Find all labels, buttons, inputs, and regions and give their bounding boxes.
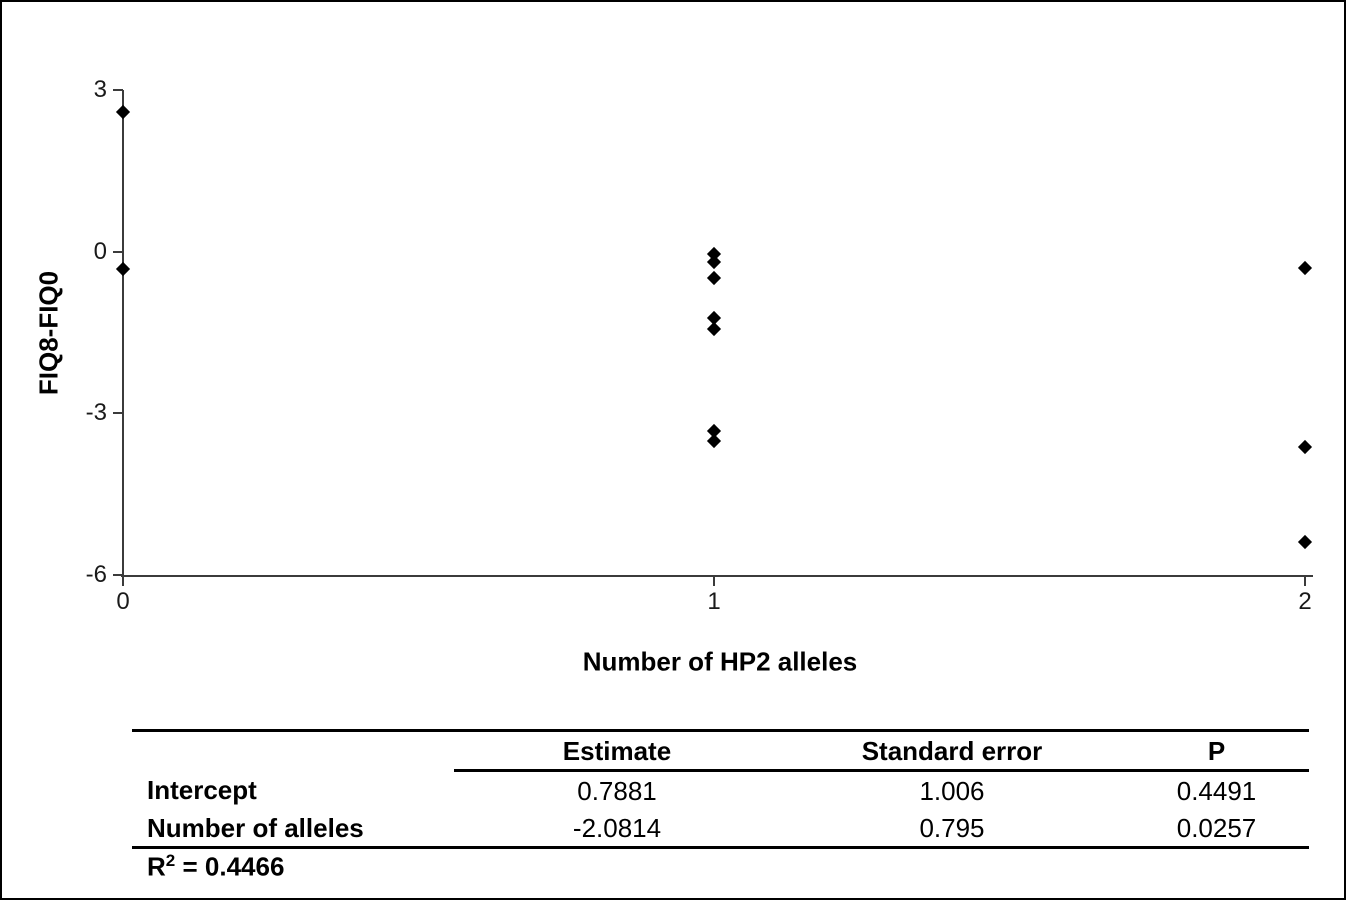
data-point — [706, 321, 722, 336]
y-axis-line — [122, 90, 124, 577]
intercept-p: 0.4491 — [1176, 775, 1257, 806]
intercept-estimate: 0.7881 — [577, 775, 657, 806]
alleles-estimate: -2.0814 — [454, 809, 780, 849]
data-point — [706, 270, 722, 285]
data-point — [1297, 260, 1313, 275]
data-point — [706, 434, 722, 449]
x-tick-mark — [713, 577, 715, 586]
y-tick-mark — [113, 412, 123, 415]
x-tick-mark — [1304, 577, 1306, 586]
row-label-intercept: Intercept — [147, 774, 257, 805]
alleles-p: 0.0257 — [1124, 809, 1309, 849]
row-label-alleles: Number of alleles — [132, 809, 454, 849]
r-squared-caption: R2 = 0.4466 — [147, 851, 284, 883]
y-axis-title: FIQ8-FIQ0 — [33, 270, 64, 396]
data-point — [115, 104, 131, 119]
r-squared-prefix: R — [147, 851, 166, 882]
data-point — [1297, 439, 1313, 454]
x-tick-label: 2 — [1298, 588, 1312, 615]
r-squared-value: = 0.4466 — [175, 851, 285, 882]
header-p: P — [1124, 730, 1309, 772]
regression-table: Estimate Standard error P Intercept 0.78… — [132, 729, 1309, 849]
header-estimate: Estimate — [454, 730, 780, 772]
x-axis-title: Number of HP2 alleles — [582, 646, 858, 677]
table-header-row: Estimate Standard error P — [132, 730, 1309, 772]
header-standard-error: Standard error — [780, 730, 1124, 772]
y-tick-label: 3 — [93, 76, 107, 103]
intercept-standard-error: 1.006 — [919, 775, 985, 806]
header-blank — [132, 731, 454, 771]
data-point — [115, 262, 131, 277]
y-tick-label: -3 — [85, 399, 107, 427]
table-row-alleles: Number of alleles -2.0814 0.795 0.0257 — [132, 809, 1309, 849]
table-row-intercept: Intercept 0.7881 1.006 0.4491 — [132, 771, 1309, 810]
data-point — [706, 255, 722, 270]
y-tick-mark — [113, 89, 123, 91]
x-tick-mark — [122, 577, 124, 586]
x-axis-line — [121, 575, 1313, 577]
y-tick-label: -6 — [85, 561, 107, 588]
alleles-standard-error: 0.795 — [780, 809, 1124, 849]
y-tick-mark — [113, 250, 123, 253]
y-tick-label: 0 — [93, 237, 107, 265]
y-tick-mark — [113, 574, 123, 576]
x-tick-label: 1 — [707, 588, 721, 615]
r-squared-exponent: 2 — [165, 851, 176, 870]
data-point — [1297, 535, 1313, 550]
x-tick-label: 0 — [116, 588, 130, 615]
